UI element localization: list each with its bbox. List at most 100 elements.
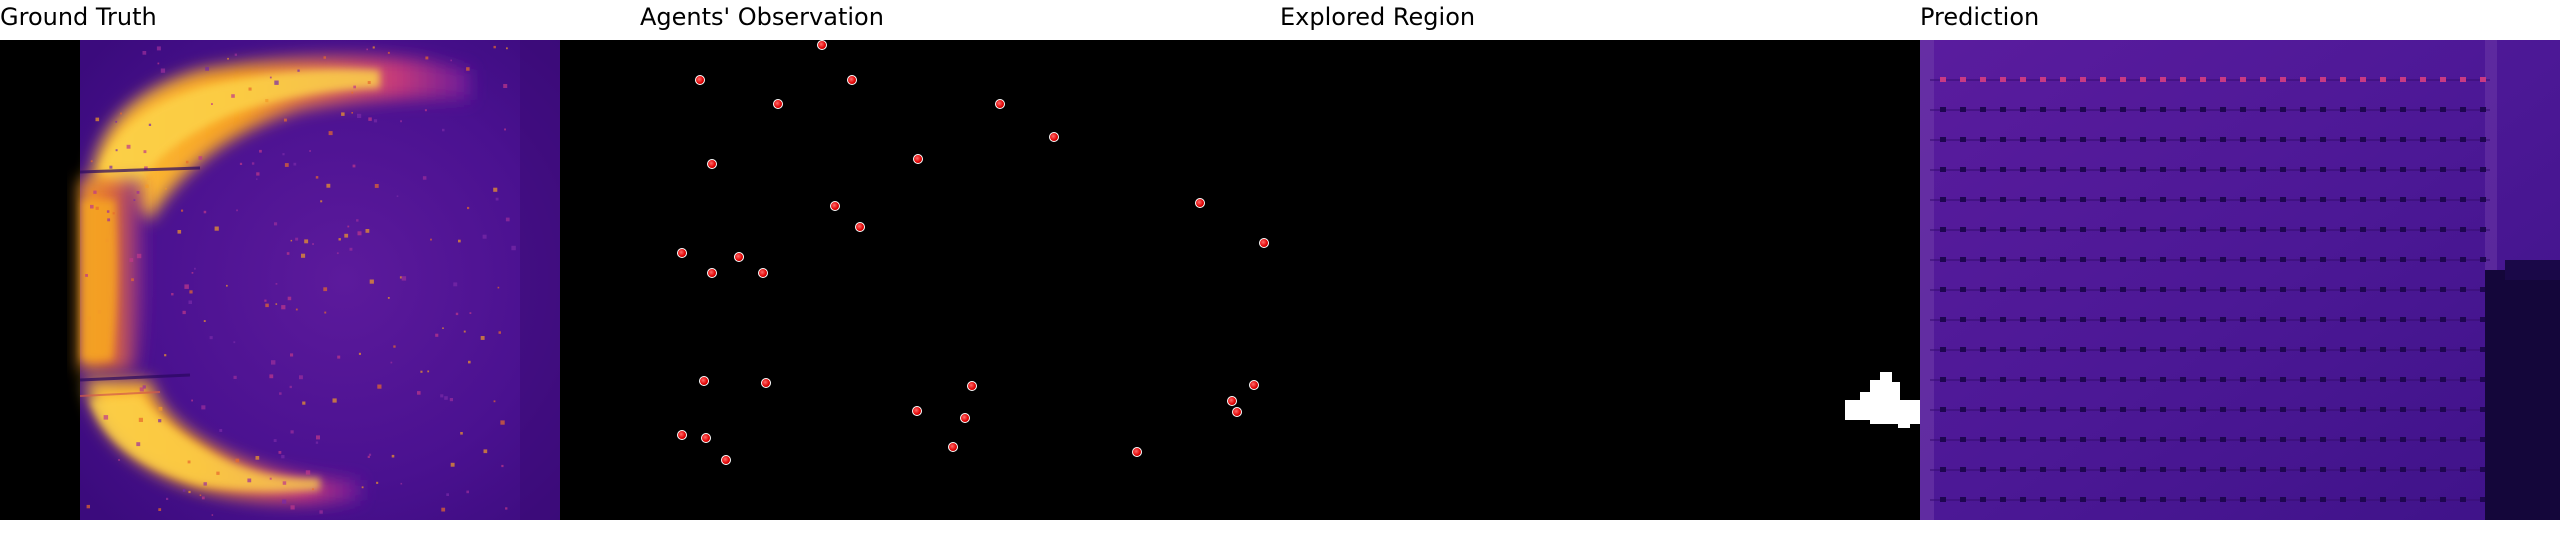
agent-marker [758,268,768,278]
prediction-grid-dot [2420,377,2426,382]
heatmap-speckle [166,497,169,500]
prediction-grid-dot [1940,497,1946,502]
prediction-grid-dot [2120,197,2126,202]
prediction-grid-dot [2040,287,2046,292]
prediction-grid-dot [2200,377,2206,382]
prediction-grid-dot [2140,107,2146,112]
heatmap-speckle [420,370,423,373]
prediction-grid-dot [2280,167,2286,172]
prediction-grid-dot [2420,287,2426,292]
prediction-grid-dot [2340,227,2346,232]
heatmap-speckle [199,494,202,496]
prediction-grid-dot [2280,347,2286,352]
prediction-grid-line [1930,319,2490,321]
prediction-grid-dot [2340,407,2346,412]
prediction-grid-dot [2200,197,2206,202]
prediction-grid-dot [2020,197,2026,202]
heatmap-speckle [156,46,161,51]
heatmap-speckle [194,267,196,270]
prediction-grid-dot [2380,317,2386,322]
prediction-grid-dot [2180,107,2186,112]
prediction-grid-dot [2120,77,2126,82]
prediction-grid-dot [2160,377,2166,382]
prediction-grid-dot [2140,437,2146,442]
heatmap-speckle [441,507,446,512]
prediction-grid-dot [2480,287,2486,292]
agent-marker [699,376,709,386]
prediction-grid-dot [2180,137,2186,142]
prediction-grid-dot [2460,167,2466,172]
heatmap-speckle [390,361,393,364]
heatmap-speckle [139,387,144,392]
heatmap-speckle [181,209,184,212]
prediction-grid-dot [1980,497,1986,502]
prediction-grid-dot [2440,227,2446,232]
prediction-grid-dot [2260,497,2266,502]
heatmap-speckle [387,51,390,54]
prediction-grid-dot [2200,437,2206,442]
prediction-grid-dot [2180,317,2186,322]
heatmap-speckle [341,112,345,116]
prediction-grid-dot [1960,347,1966,352]
prediction-grid-dot [2180,467,2186,472]
prediction-grid-dot [2320,287,2326,292]
prediction-grid-dot [2160,227,2166,232]
prediction-grid-dot [2000,347,2006,352]
heatmap-speckle [205,66,209,71]
prediction-grid-dot [2220,467,2226,472]
heatmap-speckle [118,459,120,461]
heatmap-speckle [400,120,402,123]
heatmap-speckle [136,191,140,194]
prediction-grid-dot [2120,437,2126,442]
heatmap-speckle [138,417,143,422]
heatmap-speckle [396,195,399,197]
prediction-grid-dot [2020,167,2026,172]
prediction-grid-dot [2100,497,2106,502]
heatmap-speckle [144,166,148,170]
prediction-grid-dot [2380,227,2386,232]
prediction-grid-dot [2260,167,2266,172]
agent-marker [1232,407,1242,417]
prediction-grid-dot [2480,437,2486,442]
explored-region-title: Explored Region [1280,3,1476,31]
prediction-grid-dot [2280,497,2286,502]
prediction-grid-dot [2400,437,2406,442]
heatmap-speckle [87,316,91,321]
heatmap-speckle [86,504,90,509]
heatmap-speckle [201,496,205,500]
prediction-grid-dot [2260,197,2266,202]
prediction-grid-dot [2300,347,2306,352]
heatmap-speckle [295,308,298,311]
heatmap-speckle [458,239,461,243]
heatmap-speckle [482,234,487,239]
prediction-grid-line [1930,109,2490,111]
heatmap-speckle [177,230,182,234]
heatmap-speckle [191,272,194,274]
prediction-grid-dot [2160,197,2166,202]
heatmap-speckle [157,62,160,65]
prediction-grid-dot [2300,197,2306,202]
heatmap-speckle [256,172,260,176]
prediction-grid-dot [2040,227,2046,232]
heatmap-speckle [235,458,240,463]
prediction-grid-dot [2460,77,2466,82]
prediction-grid-dot [2460,227,2466,232]
prediction-grid-dot [1960,287,1966,292]
heatmap-speckle [505,217,510,222]
prediction-grid-dot [2300,107,2306,112]
heatmap-speckle [160,68,166,73]
heatmap-speckle [504,128,506,131]
heatmap-speckle [368,453,372,456]
heatmap-speckle [269,477,272,480]
heatmap-speckle [182,489,186,492]
heatmap-speckle [446,493,449,496]
prediction-grid-dot [2460,287,2466,292]
heatmap-speckle [336,252,339,255]
heatmap-speckle [455,312,459,316]
agent-marker [995,99,1005,109]
prediction-grid-dot [2360,77,2366,82]
prediction-grid-dot [2320,347,2326,352]
prediction-grid-line [1930,229,2490,231]
prediction-grid-dot [2360,377,2366,382]
heatmap-speckle [269,76,272,79]
